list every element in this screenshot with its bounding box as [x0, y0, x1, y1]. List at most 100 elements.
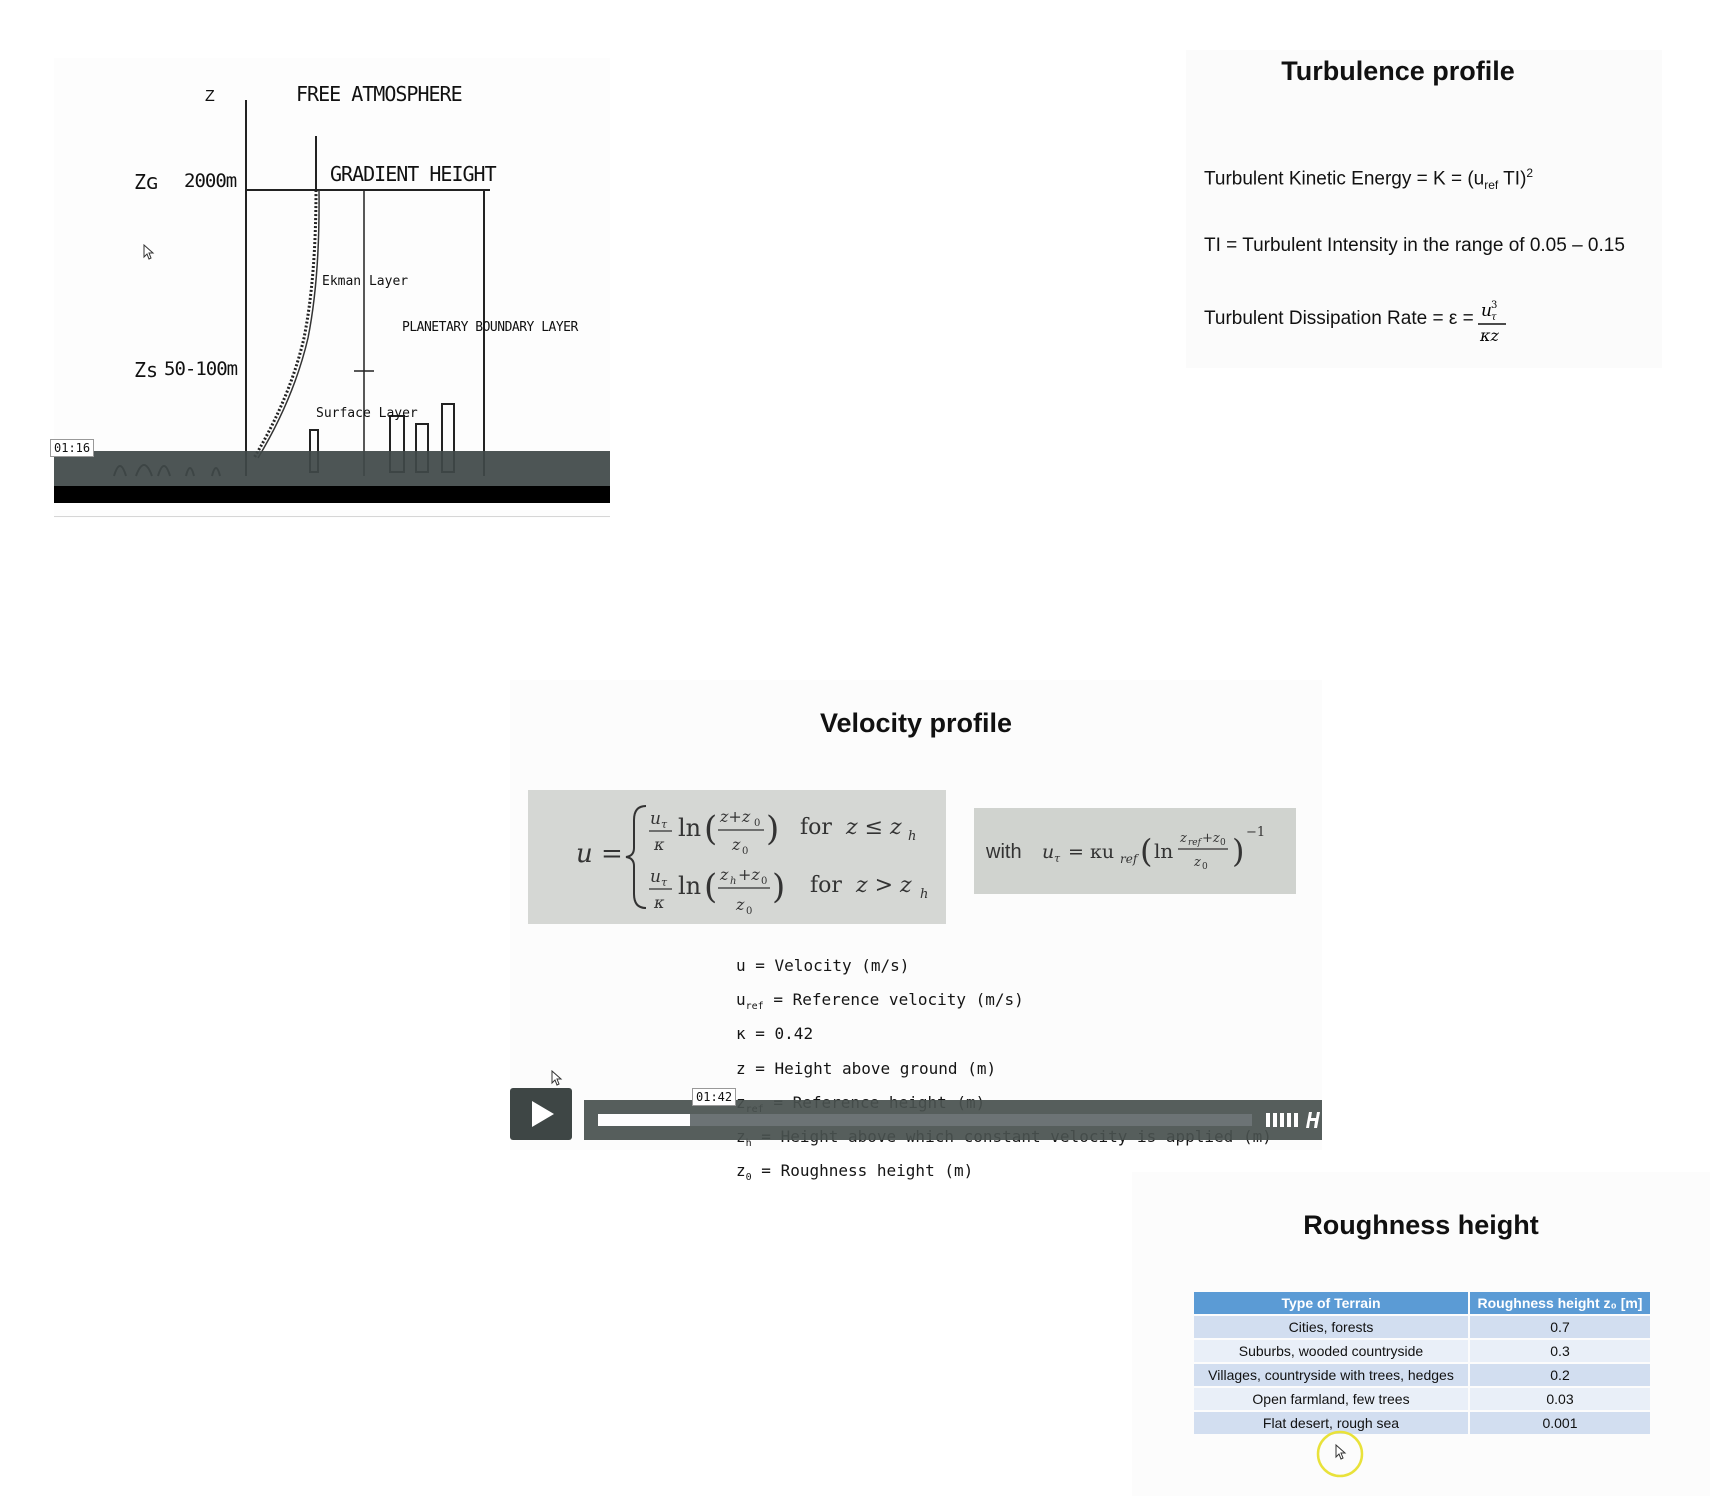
with-label: with	[985, 841, 1022, 863]
for-le-label: for	[800, 815, 832, 840]
svg-text:): )	[766, 809, 779, 849]
value-cell: 0.3	[1470, 1340, 1650, 1362]
atmosphere-diagram-panel: Z FREE ATMOSPHERE GRADIENT HEIGHT Zɢ 200…	[50, 58, 610, 518]
variable-line: z0 = Roughness height (m)	[736, 1157, 1272, 1191]
turbulence-slide: Turbulence profile Turbulent Kinetic Ene…	[1186, 50, 1662, 368]
svg-text:0: 0	[746, 906, 752, 917]
dissipation-text: Turbulent Dissipation Rate = ε =	[1204, 308, 1474, 329]
variable-description: = 0.42	[745, 1024, 814, 1044]
hd-icon[interactable]	[1306, 1110, 1322, 1130]
ti-definition: TI = Turbulent Intensity in the range of…	[1204, 235, 1625, 256]
svg-text:z: z	[719, 865, 729, 884]
variable-subscript: 0	[745, 1172, 752, 1184]
variable-line: z = Height above ground (m)	[736, 1055, 1272, 1089]
gradient-height-label: GRADIENT HEIGHT	[330, 162, 497, 186]
svg-text:z: z	[731, 835, 741, 854]
table-row: Suburbs, wooded countryside 0.3	[1194, 1340, 1650, 1362]
play-button[interactable]	[510, 1088, 572, 1140]
variable-symbol: u	[736, 956, 746, 975]
variable-subscript: ref	[745, 1001, 764, 1013]
roughness-title: Roughness height	[1303, 1210, 1539, 1240]
svg-text:h: h	[730, 876, 736, 887]
svg-text:τ: τ	[1054, 852, 1061, 865]
svg-text:u: u	[1481, 301, 1492, 321]
value-cell: 0.001	[1470, 1412, 1650, 1434]
variable-line: κ = 0.42	[736, 1020, 1272, 1054]
variable-definitions: u = Velocity (m/s) uref = Reference velo…	[736, 952, 1272, 1191]
roughness-slide: Roughness height Type of Terrain Roughne…	[1132, 1172, 1710, 1496]
svg-text:τ: τ	[661, 876, 668, 889]
terrain-cell: Flat desert, rough sea	[1194, 1412, 1468, 1434]
svg-text:ln: ln	[678, 872, 701, 900]
video-control-bar[interactable]	[584, 1100, 1322, 1140]
zs-label: Zs	[134, 358, 159, 382]
video-timestamp: 01:16	[50, 439, 95, 457]
svg-text:0: 0	[742, 846, 748, 857]
tke-sub: ref	[1484, 178, 1499, 193]
svg-text:z: z	[1193, 855, 1201, 870]
svg-text:h: h	[908, 829, 916, 844]
svg-text:ref: ref	[1188, 838, 1203, 848]
column-header: Type of Terrain	[1194, 1292, 1468, 1314]
surface-layer-label: Surface Layer	[316, 406, 418, 421]
planetary-boundary-layer-label: PLANETARY BOUNDARY LAYER	[402, 320, 578, 335]
svg-text:z ≤ z: z ≤ z	[845, 815, 902, 840]
column-header: Roughness height z₀ [m]	[1470, 1292, 1650, 1314]
table-row: Cities, forests 0.7	[1194, 1316, 1650, 1338]
svg-text:u: u	[650, 809, 661, 829]
svg-text:3: 3	[1491, 300, 1497, 311]
value-cell: 0.03	[1470, 1388, 1650, 1410]
variable-symbol: u	[736, 990, 746, 1010]
svg-text:u: u	[650, 867, 661, 887]
for-gt-label: for	[810, 873, 842, 898]
svg-text:): )	[1232, 832, 1244, 870]
svg-text:z+z: z+z	[719, 807, 751, 826]
velocity-title: Velocity profile	[819, 708, 1013, 738]
zg-label: Zɢ	[134, 170, 159, 194]
volume-icon[interactable]	[1266, 1112, 1298, 1128]
tke-tail: TI)	[1498, 168, 1527, 190]
svg-text:z: z	[1179, 831, 1187, 846]
terrain-cell: Cities, forests	[1194, 1316, 1468, 1338]
variable-description: = Roughness height (m)	[751, 1161, 974, 1181]
svg-text:= κu: = κu	[1068, 841, 1114, 863]
zs-value: 50-100m	[164, 358, 238, 380]
svg-text:(: (	[1140, 832, 1152, 870]
roughness-table: Type of Terrain Roughness height z₀ [m] …	[1192, 1290, 1652, 1436]
video-timestamp: 01:42	[692, 1088, 737, 1106]
mouse-cursor-icon	[551, 1070, 563, 1086]
svg-text:(: (	[704, 867, 717, 907]
svg-text:−1: −1	[1246, 825, 1265, 840]
svg-text:+z: +z	[738, 865, 760, 884]
tke-sup: 2	[1526, 166, 1534, 180]
terrain-cell: Suburbs, wooded countryside	[1194, 1340, 1468, 1362]
video-progress-track[interactable]	[598, 1114, 1252, 1126]
video-bottom-strip	[54, 486, 610, 503]
variable-symbol: z	[736, 1058, 746, 1078]
cursor-highlight-icon	[1316, 1430, 1364, 1478]
svg-text:h: h	[920, 887, 928, 902]
turbulence-title: Turbulence profile	[1281, 56, 1515, 86]
zg-value: 2000m	[184, 170, 237, 192]
variable-symbol: z	[736, 1161, 746, 1181]
svg-text:0: 0	[754, 818, 760, 829]
ekman-layer-label: Ekman Layer	[322, 274, 409, 289]
svg-text:κ: κ	[653, 893, 665, 912]
svg-text:κz: κz	[1479, 326, 1499, 345]
divider	[54, 516, 610, 517]
svg-text:z > z: z > z	[855, 873, 912, 898]
variable-description: = Reference velocity (m/s)	[763, 990, 1024, 1010]
variable-subscript: h	[745, 1138, 752, 1150]
value-cell: 0.2	[1470, 1364, 1650, 1386]
svg-text:u =: u =	[576, 839, 623, 869]
value-cell: 0.7	[1470, 1316, 1650, 1338]
z-axis-label: Z	[205, 88, 215, 105]
svg-text:τ: τ	[1491, 312, 1497, 323]
svg-text:): )	[772, 867, 785, 907]
svg-text:z: z	[735, 895, 745, 914]
mouse-cursor-icon	[143, 244, 155, 260]
terrain-cell: Open farmland, few trees	[1194, 1388, 1468, 1410]
